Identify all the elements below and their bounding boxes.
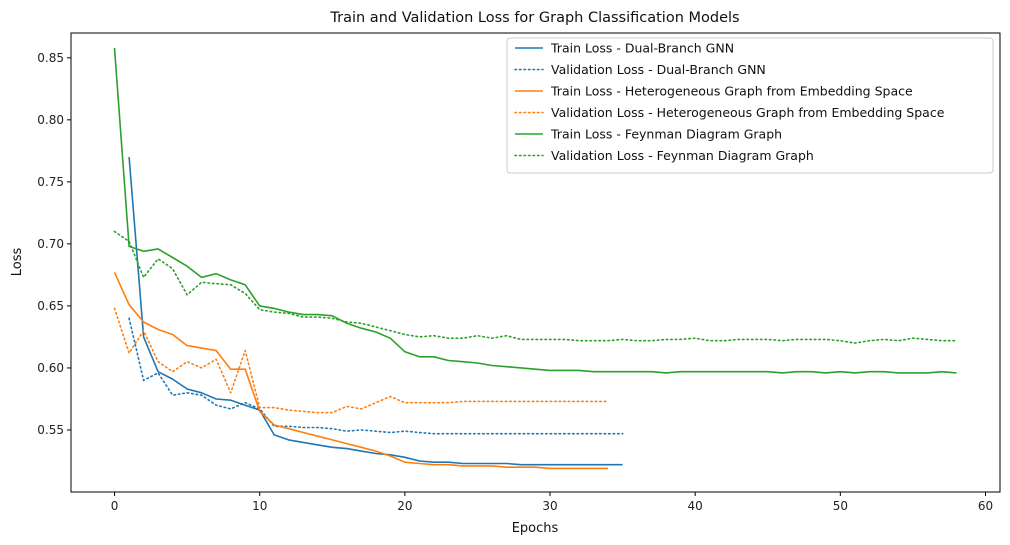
series-layer [113, 47, 958, 470]
series-line-2 [113, 272, 609, 470]
x-tick-label: 10 [252, 499, 267, 513]
legend: Train Loss - Dual-Branch GNN Validation L… [506, 37, 994, 174]
y-axis: 0.55 0.60 0.65 0.70 0.75 0.80 0.85 [37, 51, 71, 437]
x-tick-label: 60 [978, 499, 993, 513]
x-tick-label: 20 [397, 499, 412, 513]
series-line-5 [113, 230, 958, 344]
x-tick-label: 0 [111, 499, 119, 513]
chart-title: Train and Validation Loss for Graph Clas… [329, 10, 739, 26]
series-line-4 [113, 47, 957, 374]
x-tick-label: 40 [688, 499, 703, 513]
y-tick-label: 0.60 [37, 361, 64, 375]
series-line-3 [113, 307, 609, 414]
legend-entry: Validation Loss - Dual-Branch GNN [551, 62, 766, 77]
series-line-0 [128, 157, 623, 466]
x-axis-title: Epochs [512, 521, 559, 536]
legend-entry: Train Loss - Feynman Diagram Graph [550, 127, 782, 142]
y-tick-label: 0.85 [37, 51, 64, 65]
legend-entry: Train Loss - Heterogeneous Graph from Em… [550, 84, 913, 99]
y-tick-label: 0.65 [37, 299, 64, 313]
y-tick-label: 0.55 [37, 423, 64, 437]
plot-area [70, 32, 1001, 493]
y-tick-label: 0.80 [37, 113, 64, 127]
legend-box [506, 37, 994, 174]
legend-entry: Validation Loss - Heterogeneous Graph fr… [551, 105, 945, 120]
x-tick-label: 50 [833, 499, 848, 513]
x-axis: 0 10 20 30 40 50 60 [111, 492, 993, 513]
legend-entry: Validation Loss - Feynman Diagram Graph [551, 148, 814, 163]
legend-entry: Train Loss - Dual-Branch GNN [550, 41, 734, 56]
y-axis-title: Loss [10, 248, 25, 277]
y-tick-label: 0.75 [37, 175, 64, 189]
plot-frame [70, 32, 1001, 493]
y-tick-label: 0.70 [37, 237, 64, 251]
series-line-1 [128, 317, 624, 435]
x-tick-label: 30 [542, 499, 557, 513]
